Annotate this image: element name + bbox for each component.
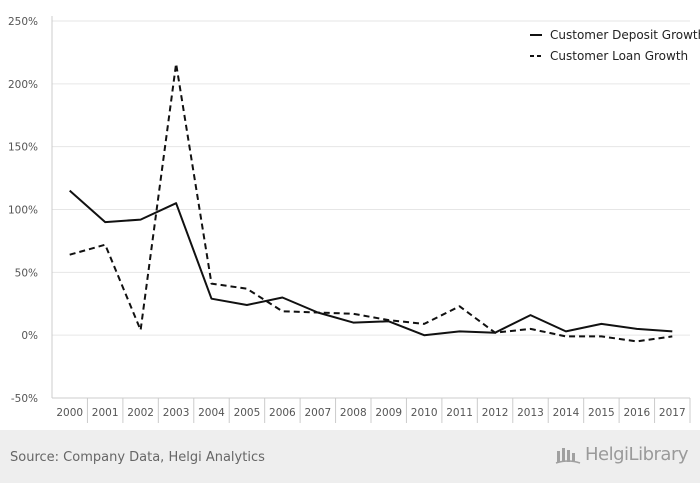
footer-bar: Source: Company Data, Helgi Analytics He…: [0, 430, 700, 483]
x-tick-label: 2016: [623, 407, 650, 419]
x-tick-label: 2015: [588, 407, 615, 419]
legend-label: Customer Deposit Growth: [550, 28, 700, 42]
y-tick-label: 0%: [21, 330, 38, 342]
legend-label: Customer Loan Growth: [550, 49, 688, 63]
x-tick-label: 2014: [553, 407, 580, 419]
series-line-deposit-growth: [69, 189, 673, 337]
x-tick-label: 2003: [163, 407, 190, 419]
x-tick-label: 2007: [304, 407, 331, 419]
source-note: Source: Company Data, Helgi Analytics: [10, 450, 265, 465]
y-tick-label: 250%: [8, 16, 38, 28]
x-axis-ticks: 2000 2001 2002 2003 2004 2005 2006 2007 2008 2009…: [56, 407, 685, 419]
x-tick-label: 2001: [92, 407, 119, 419]
line-chart: -50%0%50%100%150%200%250% 2000 2001 2002 20…: [8, 16, 700, 423]
gridlines: [52, 20, 690, 336]
library-icon: [555, 447, 581, 464]
y-tick-label: 150%: [8, 142, 38, 154]
y-tick-label: 200%: [8, 79, 38, 91]
x-tick-label: 2002: [127, 407, 154, 419]
series-lines: [69, 62, 673, 343]
x-tick-label: 2004: [198, 407, 225, 419]
y-tick-label: 50%: [15, 267, 38, 279]
x-tick-label: 2012: [482, 407, 509, 419]
x-tick-label: 2011: [446, 407, 473, 419]
y-tick-label: -50%: [11, 393, 38, 405]
x-tick-label: 2013: [517, 407, 544, 419]
y-tick-label: 100%: [8, 205, 38, 217]
series-line-loan-growth: [69, 62, 673, 343]
x-tick-label: 2017: [659, 407, 686, 419]
legend: Customer Deposit Growth Customer Loan Gro…: [530, 28, 700, 63]
x-tick-label: 2010: [411, 407, 438, 419]
x-tick-label: 2005: [234, 407, 261, 419]
axes: [51, 16, 691, 423]
y-axis-ticks: -50% 0% 50% 100% 150% 200% 250%: [8, 16, 38, 405]
brand-logo: HelgiLibrary: [555, 444, 688, 465]
x-tick-label: 2006: [269, 407, 296, 419]
x-tick-label: 2000: [56, 407, 83, 419]
x-tick-label: 2009: [375, 407, 402, 419]
x-tick-label: 2008: [340, 407, 367, 419]
brand-name: HelgiLibrary: [585, 444, 688, 465]
